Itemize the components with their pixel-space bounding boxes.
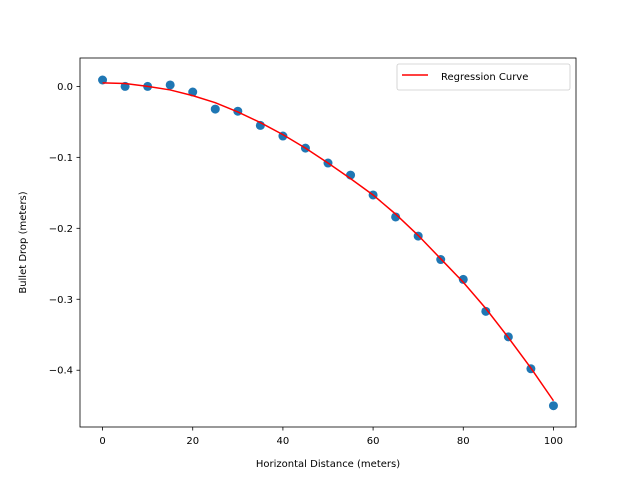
x-tick-label: 20 [186,436,199,447]
x-tick-label: 40 [277,436,290,447]
x-axis-label: Horizontal Distance (meters) [256,459,400,470]
x-tick-label: 0 [99,436,105,447]
scatter-point [165,80,175,90]
y-axis-ticks: 0.0 −0.1 −0.2 −0.3 −0.4 [49,82,80,377]
x-tick-label: 60 [367,436,380,447]
y-tick-label: −0.1 [49,153,73,164]
plot-content [98,75,558,411]
legend-entry-regression-curve: Regression Curve [441,72,528,83]
x-tick-label: 100 [544,436,563,447]
plot-area [80,58,576,427]
x-tick-label: 80 [457,436,470,447]
y-tick-label: −0.4 [49,366,73,377]
scatter-point [481,306,491,316]
legend: Regression Curve [396,63,571,91]
y-tick-label: −0.3 [49,295,73,306]
x-axis-ticks: 0 20 40 60 80 100 [99,427,563,447]
scatter-point [548,401,558,411]
scatter-point [458,274,468,284]
plot-frame [79,57,577,428]
scatter-point [210,104,220,114]
scatter-point [391,212,401,222]
regression-curve-line [102,82,555,402]
y-axis-label: Bullet Drop (meters) [18,191,29,293]
y-tick-label: 0.0 [57,82,73,93]
legend-box [396,63,571,91]
y-tick-label: −0.2 [49,224,73,235]
